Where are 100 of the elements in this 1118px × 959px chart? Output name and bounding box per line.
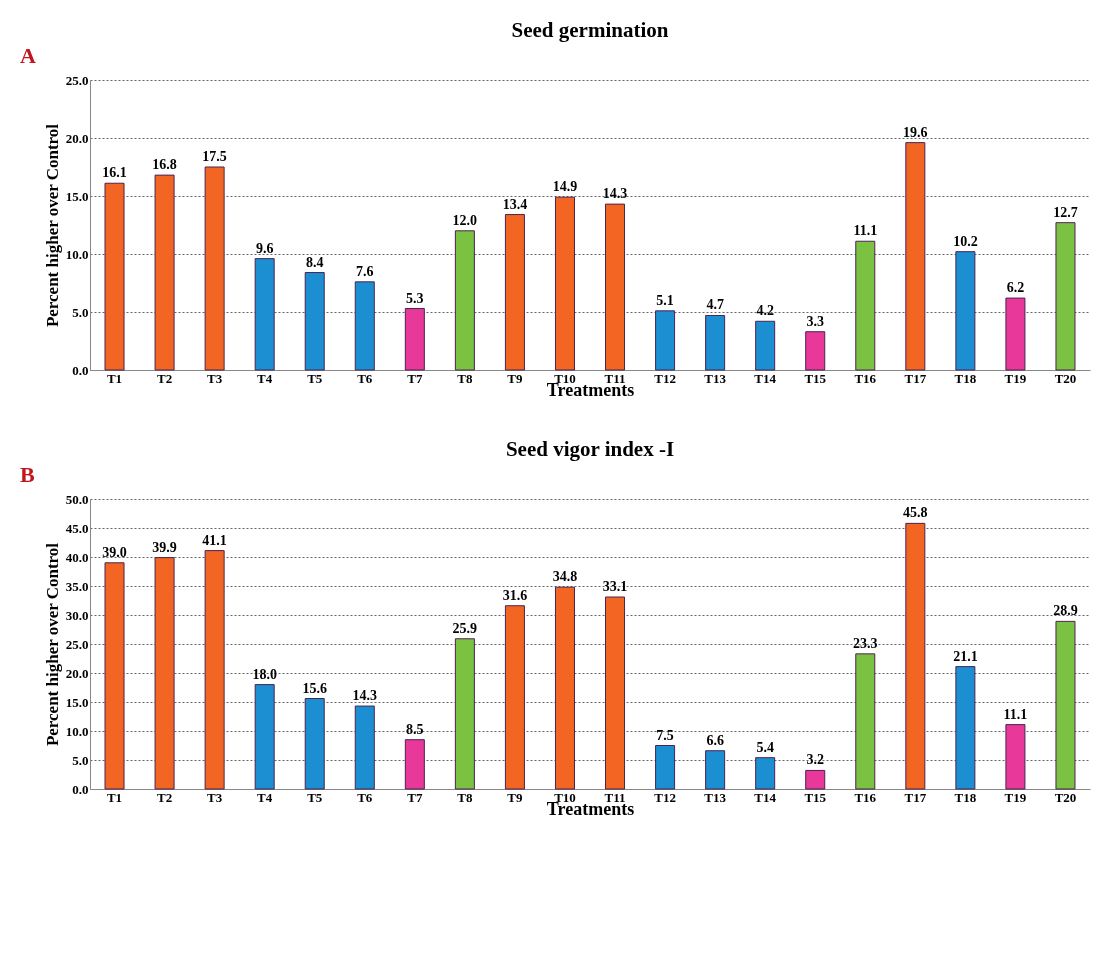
x-tick-label: T14	[754, 370, 777, 386]
data-label: 6.6	[706, 732, 724, 748]
data-label: 6.2	[1006, 280, 1025, 296]
x-tick-label: T9	[507, 370, 524, 386]
data-label: 14.9	[552, 179, 578, 195]
bar	[354, 705, 375, 790]
y-tick-label: 45.0	[65, 520, 89, 536]
data-label: 5.3	[406, 290, 424, 306]
y-tick-label: 35.0	[65, 578, 89, 594]
bar	[304, 272, 325, 371]
x-tick-label: T8	[457, 789, 473, 805]
data-label: 11.1	[1003, 706, 1028, 722]
x-tick-label: T5	[307, 789, 323, 805]
x-tick-label: T13	[704, 789, 727, 805]
y-tick-label: 25.0	[65, 72, 89, 88]
x-tick-label: T8	[457, 370, 473, 386]
bar	[554, 586, 575, 790]
data-label: 5.4	[756, 739, 774, 755]
bar	[454, 638, 475, 790]
bar	[605, 203, 626, 371]
data-label: 45.8	[903, 505, 928, 521]
data-label: 25.9	[452, 620, 478, 636]
x-tick-label: T7	[407, 370, 423, 386]
data-label: 9.6	[255, 240, 274, 256]
bar	[655, 745, 676, 790]
data-label: 31.6	[502, 587, 528, 603]
data-label: 8.4	[305, 254, 324, 270]
bar	[204, 550, 225, 790]
data-label: 14.3	[352, 688, 378, 704]
x-tick-label: T3	[207, 789, 223, 805]
y-tick-label: 10.0	[65, 723, 89, 739]
x-tick-label: T4	[257, 789, 273, 805]
x-tick-label: T20	[1054, 370, 1077, 386]
y-tick-label: 40.0	[65, 549, 89, 565]
bar	[1005, 297, 1026, 371]
x-tick-label: T11	[604, 370, 626, 386]
y-tick-label: 5.0	[72, 752, 89, 768]
x-tick-label: T1	[106, 789, 123, 805]
y-tick-label: 20.0	[65, 665, 89, 681]
data-label: 16.1	[102, 165, 127, 181]
x-tick-label: T3	[207, 370, 223, 386]
x-tick-label: T17	[904, 370, 927, 386]
bar	[605, 596, 626, 790]
data-label: 16.8	[152, 157, 177, 173]
bar	[755, 757, 776, 790]
y-tick-label: 20.0	[65, 130, 89, 146]
bar	[454, 230, 475, 371]
data-label: 39.9	[152, 539, 177, 555]
x-tick-label: T2	[156, 789, 173, 805]
x-tick-label: T18	[954, 789, 977, 805]
bar	[805, 331, 826, 371]
chart-title: Seed vigor index -I	[505, 437, 675, 461]
data-label: 8.5	[406, 721, 424, 737]
bar	[104, 182, 125, 371]
data-label: 23.3	[853, 635, 878, 651]
x-tick-label: T11	[604, 789, 626, 805]
x-tick-label: T9	[507, 789, 524, 805]
text: A	[20, 43, 36, 68]
y-tick-label: 5.0	[72, 304, 89, 320]
data-label: 3.2	[806, 752, 824, 768]
x-tick-label: T2	[156, 370, 173, 386]
x-tick-label: T6	[357, 370, 373, 386]
data-label: 39.0	[102, 544, 127, 560]
data-label: 34.8	[552, 569, 578, 585]
data-label: 15.6	[302, 680, 327, 696]
bar	[805, 769, 826, 790]
x-tick-label: T14	[754, 789, 777, 805]
data-label: 41.1	[202, 532, 227, 548]
y-tick-label: 25.0	[65, 636, 89, 652]
y-tick-label: 0.0	[72, 362, 89, 378]
data-label: 14.3	[602, 186, 628, 202]
bar	[154, 557, 175, 790]
x-tick-label: T12	[654, 370, 676, 386]
bar	[104, 562, 125, 790]
bar	[404, 308, 425, 371]
bar	[1055, 620, 1076, 790]
y-tick-label: 15.0	[65, 188, 89, 204]
x-tick-label: T16	[854, 370, 877, 386]
bar	[504, 214, 525, 371]
x-tick-label: T20	[1054, 789, 1077, 805]
data-label: 7.5	[656, 727, 674, 743]
bar	[855, 653, 876, 790]
x-tick-label: T7	[407, 789, 423, 805]
data-label: 33.1	[602, 579, 628, 595]
data-label: 17.5	[202, 149, 227, 164]
data-label: 3.3	[806, 313, 824, 329]
bar	[655, 310, 676, 371]
x-tick-label: T16	[854, 789, 877, 805]
chart-title: Seed germination	[511, 18, 669, 42]
x-tick-label: T13	[704, 370, 727, 386]
data-label: 28.9	[1053, 603, 1078, 619]
bar	[1055, 222, 1076, 371]
bar	[1005, 724, 1026, 790]
data-label: 4.2	[756, 303, 774, 319]
x-tick-label: T5	[307, 370, 323, 386]
data-label: 5.1	[656, 292, 674, 308]
data-label: 7.6	[356, 263, 374, 279]
bar	[554, 196, 575, 371]
data-label: 12.0	[452, 212, 478, 228]
data-label: 18.0	[252, 666, 277, 682]
